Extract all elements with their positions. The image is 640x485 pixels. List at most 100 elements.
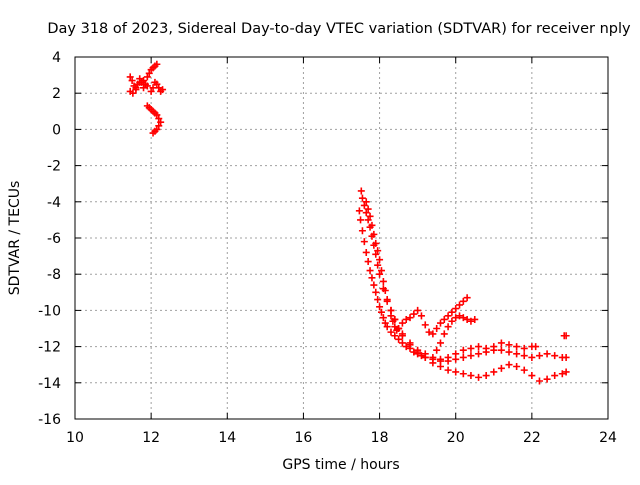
data-point xyxy=(429,359,437,367)
y-tick-label: 2 xyxy=(52,86,61,102)
data-point xyxy=(126,73,134,81)
data-point xyxy=(381,286,389,294)
data-point xyxy=(444,366,452,374)
data-point xyxy=(153,111,161,119)
y-tick-label: -16 xyxy=(38,412,61,428)
data-point xyxy=(520,366,528,374)
data-point xyxy=(360,238,368,246)
data-point xyxy=(140,77,148,85)
data-point xyxy=(376,303,384,311)
data-point xyxy=(364,216,372,224)
data-point xyxy=(436,319,444,327)
data-point xyxy=(463,315,471,323)
series-arc-e xyxy=(357,187,540,363)
data-point xyxy=(456,312,464,320)
x-tick-label: 22 xyxy=(523,430,541,446)
y-tick-label: -4 xyxy=(47,195,61,211)
data-point xyxy=(452,368,460,376)
series-arc-d xyxy=(355,207,570,365)
data-point xyxy=(421,353,429,361)
series-arc-f xyxy=(362,198,570,385)
data-point xyxy=(370,281,378,289)
data-point xyxy=(362,198,370,206)
y-tick-label: -10 xyxy=(38,303,61,319)
data-point xyxy=(459,370,467,378)
data-point xyxy=(402,343,410,351)
data-point xyxy=(417,352,425,360)
data-point xyxy=(402,315,410,323)
data-point xyxy=(497,346,505,354)
data-point xyxy=(429,330,437,338)
data-point xyxy=(358,227,366,235)
data-point xyxy=(377,267,385,275)
data-point xyxy=(379,314,387,322)
data-point xyxy=(535,352,543,360)
data-point xyxy=(497,339,505,347)
data-point xyxy=(433,346,441,354)
data-point xyxy=(398,332,406,340)
y-tick-label: 0 xyxy=(52,122,61,138)
data-point xyxy=(459,346,467,354)
data-point xyxy=(372,250,380,258)
series-arc-b xyxy=(126,77,167,97)
data-point xyxy=(467,372,475,380)
data-point xyxy=(155,122,163,130)
data-point xyxy=(364,205,372,213)
data-point xyxy=(520,352,528,360)
data-point xyxy=(357,187,365,195)
data-point xyxy=(153,60,161,68)
data-point xyxy=(362,209,370,217)
data-point xyxy=(374,261,382,269)
data-point xyxy=(471,315,479,323)
data-point xyxy=(143,73,151,81)
data-point xyxy=(513,363,521,371)
data-point xyxy=(444,353,452,361)
data-point xyxy=(376,256,384,264)
data-point xyxy=(129,89,137,97)
x-tick-label: 18 xyxy=(371,430,389,446)
data-point xyxy=(387,312,395,320)
data-point xyxy=(433,325,441,332)
data-point xyxy=(505,348,513,356)
data-point xyxy=(444,312,452,320)
data-point xyxy=(543,375,551,383)
data-point xyxy=(368,221,376,229)
data-point xyxy=(528,353,536,361)
data-point xyxy=(520,344,528,352)
data-point xyxy=(440,315,448,323)
data-point xyxy=(440,330,448,338)
data-point xyxy=(159,86,167,94)
data-point xyxy=(452,314,460,322)
data-point xyxy=(140,84,148,92)
data-point xyxy=(372,288,380,296)
y-tick-label: -8 xyxy=(47,267,61,283)
data-point xyxy=(452,305,460,313)
data-point xyxy=(149,129,157,137)
data-point xyxy=(145,69,153,77)
axis-ticks xyxy=(74,56,609,420)
data-point xyxy=(459,353,467,361)
data-point xyxy=(153,80,161,88)
data-point xyxy=(157,118,165,126)
data-point xyxy=(374,247,382,255)
data-point xyxy=(132,84,140,92)
data-point xyxy=(436,363,444,371)
data-point xyxy=(475,350,483,358)
data-point xyxy=(425,328,433,336)
data-point xyxy=(372,239,380,247)
data-point xyxy=(370,230,378,238)
y-tick-label: 4 xyxy=(52,50,61,66)
x-tick-label: 24 xyxy=(599,430,617,446)
data-point xyxy=(417,312,425,320)
data-point xyxy=(436,355,444,363)
data-point xyxy=(383,296,391,304)
data-point xyxy=(467,344,475,352)
data-point xyxy=(490,343,498,351)
data-point xyxy=(410,310,418,318)
data-point xyxy=(463,294,471,302)
y-tick-label: -6 xyxy=(47,231,61,247)
data-point xyxy=(467,352,475,360)
data-point xyxy=(532,343,540,351)
data-point xyxy=(459,297,467,305)
y-tick-label: -14 xyxy=(38,376,61,392)
